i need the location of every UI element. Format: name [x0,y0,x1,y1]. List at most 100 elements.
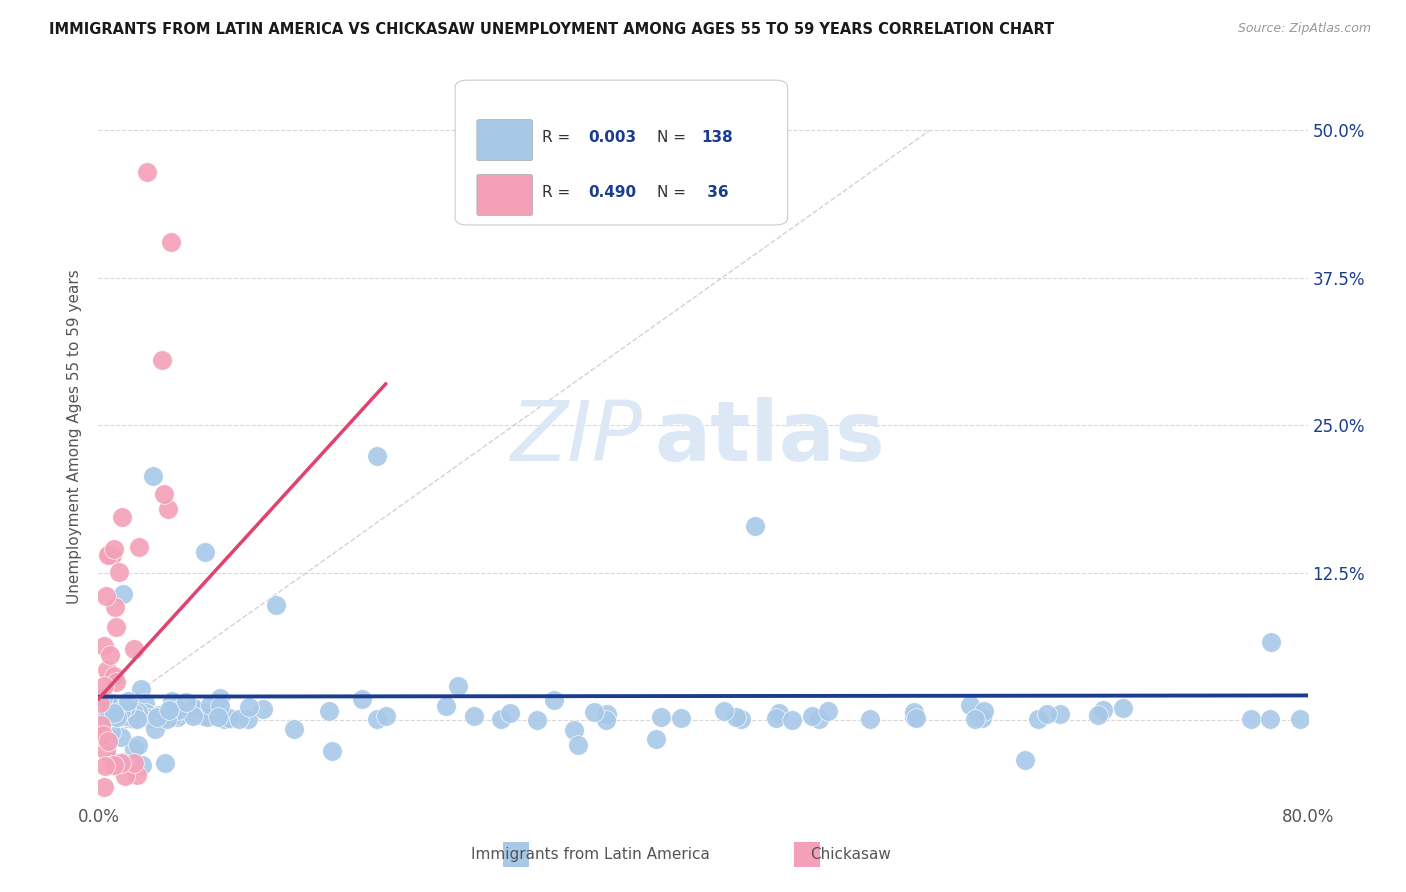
Text: Source: ZipAtlas.com: Source: ZipAtlas.com [1237,22,1371,36]
Point [152,487,174,501]
Point [97,548,120,562]
Point [972,711,994,725]
Point [97,711,120,725]
Point [117,707,139,722]
Point [191,708,214,723]
Point [967,709,990,723]
Point [374,709,396,723]
Text: Immigrants from Latin America: Immigrants from Latin America [471,847,710,862]
Point [122,742,145,756]
Point [90,718,112,732]
Point [149,710,172,724]
Point [567,738,589,752]
Point [167,703,190,717]
Point [98,648,121,663]
Point [217,712,239,726]
Point [157,702,180,716]
Point [447,679,470,693]
Text: IMMIGRANTS FROM LATIN AMERICA VS CHICKASAW UNEMPLOYMENT AMONG AGES 55 TO 59 YEAR: IMMIGRANTS FROM LATIN AMERICA VS CHICKAS… [49,22,1054,37]
Point [91,729,114,743]
Point [903,709,925,723]
Point [117,711,139,725]
Text: atlas: atlas [655,397,886,477]
Point [146,710,169,724]
Point [780,713,803,727]
Point [100,549,122,563]
Point [212,712,235,726]
Point [963,712,986,726]
Point [671,711,693,725]
Point [103,706,125,720]
Point [110,756,132,770]
Point [166,709,188,723]
Point [107,565,129,579]
Point [765,711,787,725]
Point [108,706,131,721]
Point [127,768,149,782]
Point [131,757,153,772]
Point [100,701,122,715]
Point [744,519,766,533]
Point [491,712,513,726]
Point [1260,712,1282,726]
Point [104,708,127,723]
Point [134,696,156,710]
Point [218,711,240,725]
Point [463,709,485,723]
Point [115,699,138,714]
Text: N =: N = [657,185,690,200]
Point [1014,752,1036,766]
Point [111,706,134,721]
Point [1260,634,1282,648]
Text: R =: R = [543,129,575,145]
Point [122,713,145,727]
Point [1026,712,1049,726]
Point [89,696,111,710]
Point [100,725,122,739]
Point [817,704,839,718]
Point [93,679,115,693]
Point [101,707,124,722]
Point [114,704,136,718]
Point [768,706,790,720]
Point [97,734,120,748]
Point [94,710,117,724]
Point [98,698,121,713]
Point [148,711,170,725]
Point [129,707,152,722]
Point [94,758,117,772]
Point [91,690,114,705]
Y-axis label: Unemployment Among Ages 55 to 59 years: Unemployment Among Ages 55 to 59 years [67,269,83,605]
Point [135,164,157,178]
Point [725,710,748,724]
Point [104,620,127,634]
Point [644,731,666,746]
Point [543,693,565,707]
Point [366,449,388,463]
Text: 0.003: 0.003 [588,129,637,145]
Point [1240,712,1263,726]
Point [98,547,121,561]
Point [110,730,132,744]
Point [125,708,148,723]
Point [101,696,124,710]
Point [138,711,160,725]
Point [117,694,139,708]
Point [93,780,115,794]
Point [156,501,179,516]
Point [114,707,136,722]
Point [208,698,231,713]
Point [1289,712,1312,726]
Point [122,756,145,770]
Point [142,469,165,483]
Point [499,706,522,720]
Point [101,755,124,769]
Point [228,712,250,726]
Point [181,709,204,723]
Point [264,598,287,612]
Point [129,681,152,696]
FancyBboxPatch shape [456,80,787,225]
Point [127,738,149,752]
Point [162,708,184,723]
Point [318,704,340,718]
